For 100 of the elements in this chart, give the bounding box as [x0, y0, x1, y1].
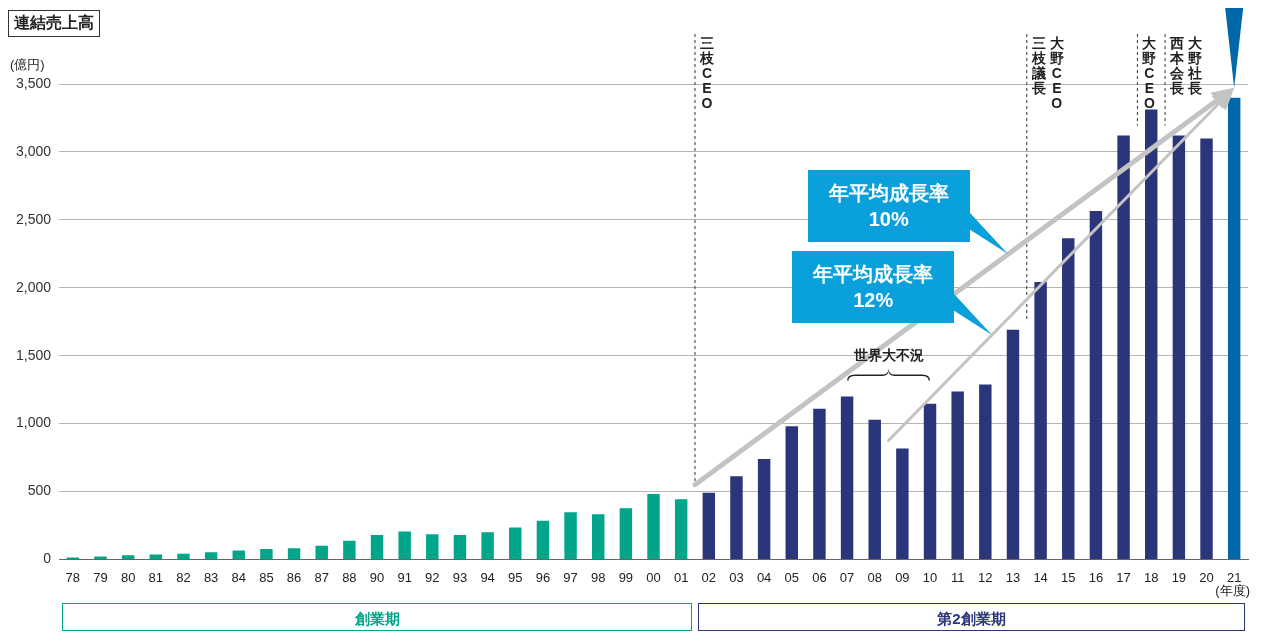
bar [509, 527, 522, 559]
bar [94, 556, 107, 559]
bar [1172, 135, 1186, 559]
x-tick-label: 84 [231, 569, 246, 585]
x-tick-label: 21 [1226, 569, 1242, 585]
bar [702, 492, 716, 559]
x-tick-label: 11 [950, 569, 965, 585]
x-tick-label: 91 [397, 569, 412, 585]
x-tick-label: 80 [120, 569, 136, 585]
bar [260, 548, 273, 559]
x-tick-label: 04 [756, 569, 772, 585]
x-tick-label: 20 [1199, 569, 1214, 585]
y-tick-label: 1,500 [15, 346, 52, 363]
x-tick-label: 12 [978, 569, 993, 585]
x-tick-label: 85 [259, 569, 274, 585]
bar [398, 531, 411, 559]
x-tick-label: 82 [176, 569, 191, 585]
bar [1034, 282, 1047, 559]
bar [592, 514, 605, 559]
bar [923, 403, 937, 559]
x-tick-label: 94 [480, 569, 495, 585]
x-tick-label: 88 [342, 569, 357, 585]
x-tick-label: 83 [203, 569, 219, 585]
bar [287, 548, 301, 559]
ref-line-label: 大野CEO [1141, 35, 1158, 111]
x-tick-label: 99 [618, 569, 634, 585]
bar [481, 532, 494, 559]
annotation: 年平均成長率 12% [811, 261, 935, 313]
bar [979, 384, 992, 559]
annotation: 世界大不況 [852, 346, 925, 365]
x-tick-label: 87 [314, 569, 329, 585]
x-tick-label: 07 [839, 569, 855, 585]
x-tick-label: 03 [729, 569, 744, 585]
bar [785, 426, 798, 559]
x-tick-label: 17 [1116, 569, 1131, 585]
bar [232, 550, 245, 559]
x-tick-label: 14 [1033, 569, 1048, 585]
x-tick-label: 96 [535, 569, 551, 585]
chart-title: 連結売上高 [8, 10, 100, 37]
bar [647, 494, 660, 559]
x-tick-label: 13 [1005, 569, 1021, 585]
bar [121, 555, 135, 559]
x-tick-label: 98 [590, 569, 606, 585]
bar [896, 448, 909, 559]
x-tick-label: 18 [1143, 569, 1159, 585]
x-tick-label: 93 [452, 569, 468, 585]
bar [1117, 135, 1130, 559]
annotation: 年平均成長率 10% [827, 181, 950, 233]
x-tick-label: 92 [425, 569, 440, 585]
ref-line-label: 三枝CEO [699, 35, 715, 111]
x-tick-label: 19 [1171, 569, 1187, 585]
bar [343, 540, 356, 559]
y-tick-label: 3,000 [15, 142, 52, 159]
bar [426, 534, 439, 559]
bar [1145, 109, 1158, 559]
text: 創業期 [62, 603, 692, 632]
bar [1089, 211, 1103, 559]
x-tick-label: 90 [369, 569, 385, 585]
x-tick-label: 15 [1061, 569, 1076, 585]
bar [730, 476, 743, 559]
x-tick-label: 16 [1088, 569, 1104, 585]
x-tick-label: 09 [895, 569, 910, 585]
text: 大野社長西本会長 [1170, 35, 1203, 96]
bar [1006, 329, 1020, 559]
bar [813, 408, 826, 559]
x-tick-label: 78 [65, 569, 81, 585]
bar [536, 520, 550, 559]
x-tick-label: 01 [673, 569, 689, 585]
x-tick-label: 97 [563, 569, 578, 585]
bar [840, 396, 854, 559]
x-tick-label: 05 [784, 569, 799, 585]
x-tick-label: 95 [508, 569, 523, 585]
bar [177, 553, 190, 559]
bar [564, 512, 577, 559]
x-tick-label: 81 [148, 569, 164, 585]
bar [951, 391, 964, 559]
y-axis-title: (億円) [10, 57, 45, 73]
x-tick-label: 02 [701, 569, 717, 585]
y-tick-label: 2,000 [15, 278, 52, 295]
bar [1062, 238, 1075, 559]
x-tick-label: 00 [646, 569, 661, 585]
bar [453, 534, 467, 559]
bar [674, 499, 688, 559]
x-tick-label: 06 [812, 569, 827, 585]
text: 第2創業期 [697, 603, 1245, 632]
bar [315, 545, 328, 559]
x-tick-label: 08 [867, 569, 882, 585]
y-tick-label: 500 [27, 482, 52, 499]
bar [868, 419, 881, 559]
x-tick-label: 79 [93, 569, 108, 585]
bar [757, 459, 771, 559]
x-tick-label: 10 [922, 569, 938, 585]
bar [619, 508, 633, 559]
text: 大野CEO三枝議長 [1031, 35, 1064, 111]
x-tick-label: 86 [286, 569, 302, 585]
y-tick-label: 2,500 [15, 210, 52, 227]
bar [1200, 138, 1213, 559]
x-axis-title: (年度) [1215, 583, 1250, 599]
y-tick-label: 0 [43, 550, 52, 567]
bar [370, 534, 384, 559]
